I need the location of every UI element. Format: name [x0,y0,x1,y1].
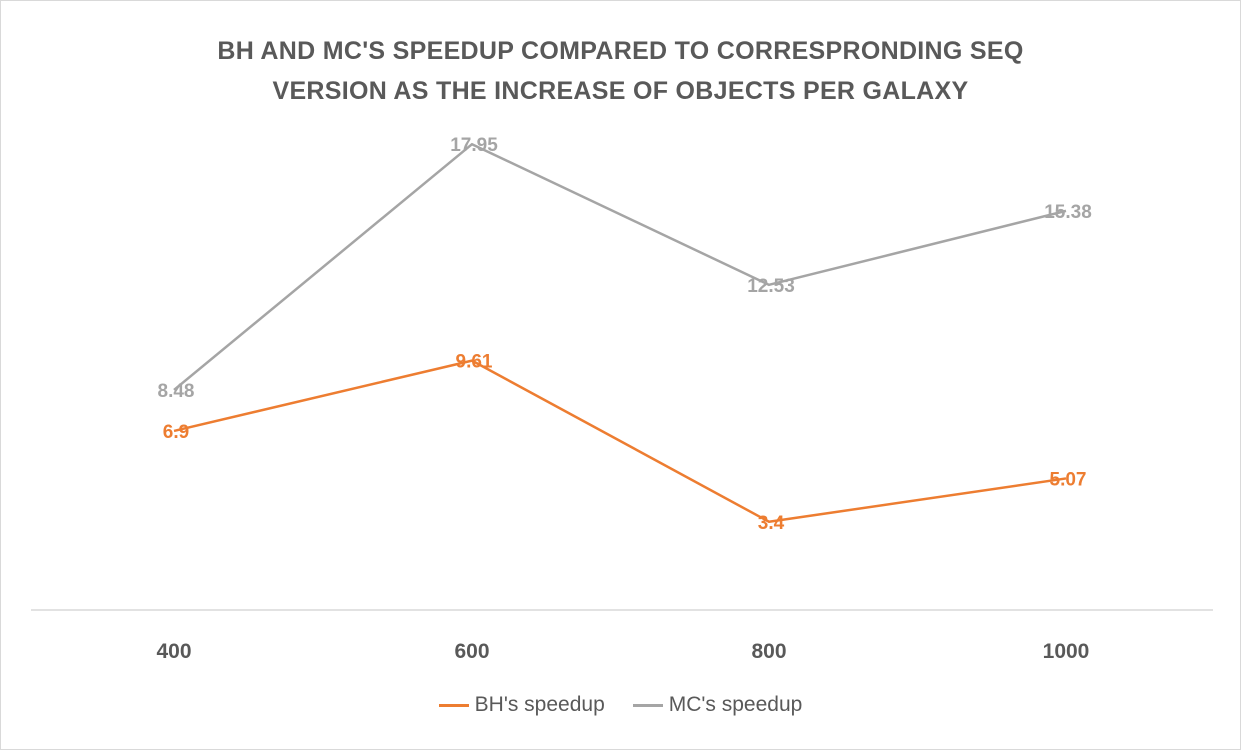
legend-label-mc: MC's speedup [668,693,803,716]
data-label-mc-800: 12.53 [747,276,795,297]
data-label-mc-400: 8.48 [158,381,195,402]
data-label-bh-600: 9.61 [456,352,493,373]
data-label-bh-1000: 5.07 [1050,469,1087,490]
data-label-bh-400: 6.9 [163,422,189,443]
series-line-mc [173,142,1067,391]
legend-label-bh: BH's speedup [474,693,605,716]
legend-swatch-bh [438,703,469,707]
series-line-bh [173,359,1067,524]
x-tick-label-1000: 1000 [1043,640,1090,663]
legend: BH's speedup MC's speedup [1,693,1240,717]
chart-title-line-1: BH AND MC'S SPEEDUP COMPARED TO CORRESPR… [217,37,1024,65]
data-labels: 6.9 9.61 3.4 5.07 8.48 17.95 12.53 15.38 [158,135,1092,534]
legend-item-bh: BH's speedup [438,693,605,717]
data-label-mc-600: 17.95 [450,135,498,156]
x-tick-label-400: 400 [156,640,191,663]
x-tick-label-800: 800 [751,640,786,663]
x-tick-label-600: 600 [454,640,489,663]
data-label-mc-1000: 15.38 [1044,202,1092,223]
legend-swatch-mc [632,703,663,707]
data-label-bh-800: 3.4 [758,513,785,534]
chart-title: BH AND MC'S SPEEDUP COMPARED TO CORRESPR… [1,31,1240,111]
chart-title-line-2: VERSION AS THE INCREASE OF OBJECTS PER G… [272,77,969,105]
series-lines [173,142,1067,524]
legend-item-mc: MC's speedup [632,693,803,717]
x-axis-ticks: 400 600 800 1000 [156,640,1089,663]
